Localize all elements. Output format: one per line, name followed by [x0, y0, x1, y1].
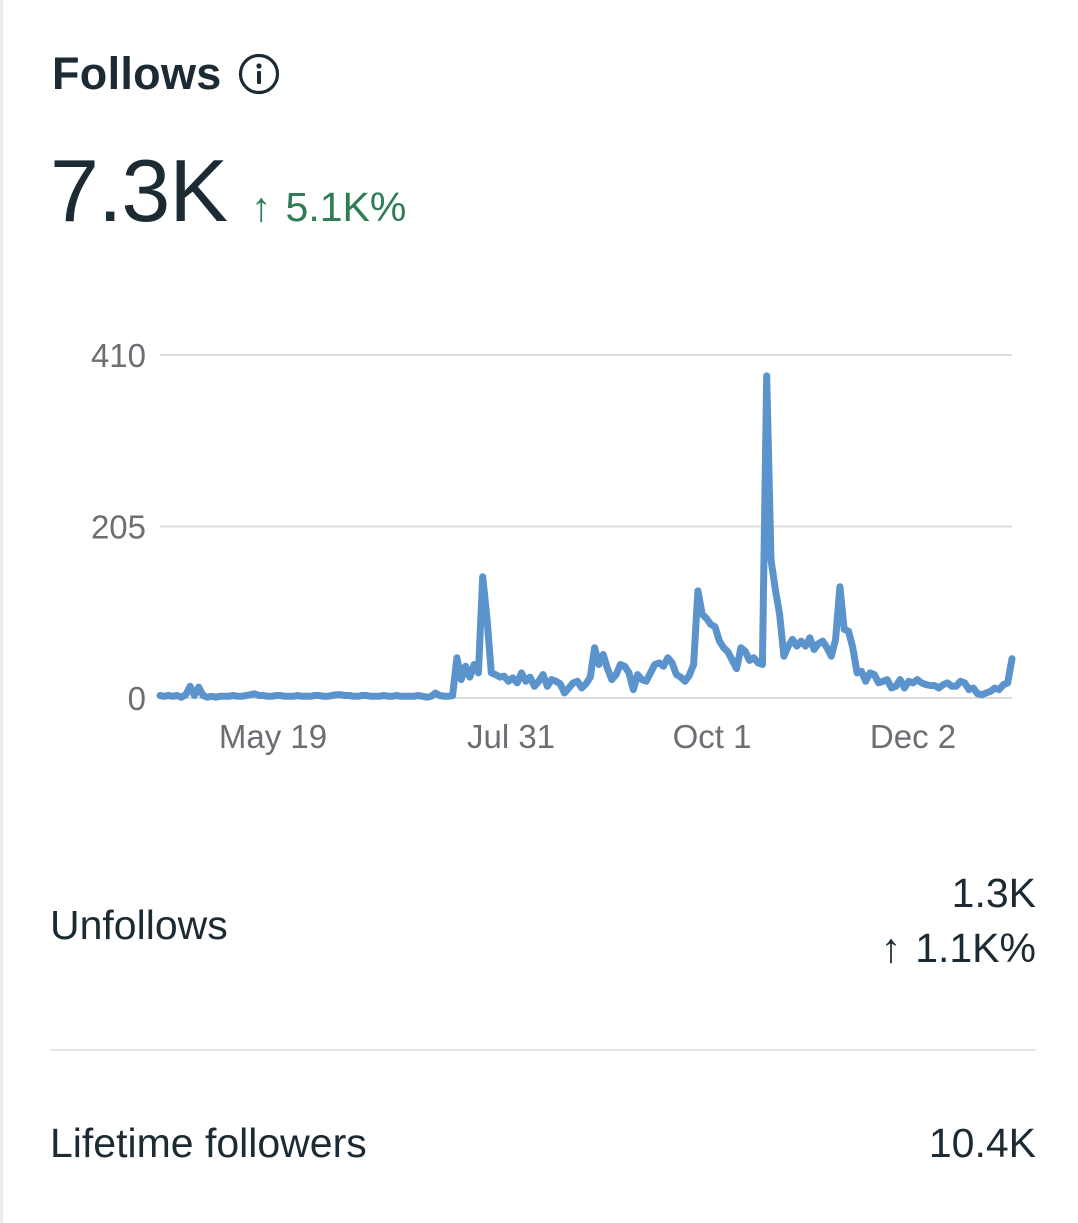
x-tick-label: Oct 1 [673, 718, 752, 755]
y-axis-ticks: 0 205 410 [91, 337, 146, 717]
follows-change: ↑ 5.1K% [251, 184, 406, 231]
follows-line-chart: 0 205 410 May 19 Jul 31 Oct 1 Dec 2 [91, 337, 1016, 755]
card-border [0, 0, 3, 1223]
arrow-up-icon: ↑ [880, 925, 902, 971]
card-header: Follows [52, 48, 280, 100]
unfollows-label: Unfollows [50, 902, 228, 948]
unfollows-value: 1.3K [951, 870, 1036, 916]
follows-series-line [156, 372, 1016, 701]
follows-total: 7.3K [50, 141, 228, 240]
metric-row: 7.3K ↑ 5.1K% [50, 140, 406, 242]
lifetime-followers-label: Lifetime followers [50, 1120, 367, 1166]
chart-grid [160, 354, 1012, 699]
lifetime-followers-value: 10.4K [928, 1120, 1036, 1166]
y-tick-label: 410 [91, 337, 146, 374]
x-tick-label: Jul 31 [467, 718, 555, 755]
unfollows-change-value: 1.1K% [915, 925, 1036, 971]
card-title: Follows [52, 48, 222, 99]
divider [50, 1049, 1036, 1051]
unfollows-change: ↑ 1.1K% [881, 925, 1036, 972]
unfollows-values: 1.3K ↑ 1.1K% [881, 870, 1036, 972]
info-circle-icon[interactable] [238, 53, 280, 95]
y-tick-label: 205 [91, 509, 146, 546]
lifetime-followers-row: Lifetime followers 10.4K [50, 1120, 1036, 1180]
follows-change-value: 5.1K% [285, 184, 407, 230]
y-tick-label: 0 [128, 680, 146, 717]
x-tick-label: May 19 [219, 718, 327, 755]
unfollows-row: Unfollows 1.3K ↑ 1.1K% [50, 870, 1036, 990]
arrow-up-icon: ↑ [251, 184, 272, 230]
x-axis-ticks: May 19 Jul 31 Oct 1 Dec 2 [219, 718, 956, 755]
x-tick-label: Dec 2 [870, 718, 956, 755]
